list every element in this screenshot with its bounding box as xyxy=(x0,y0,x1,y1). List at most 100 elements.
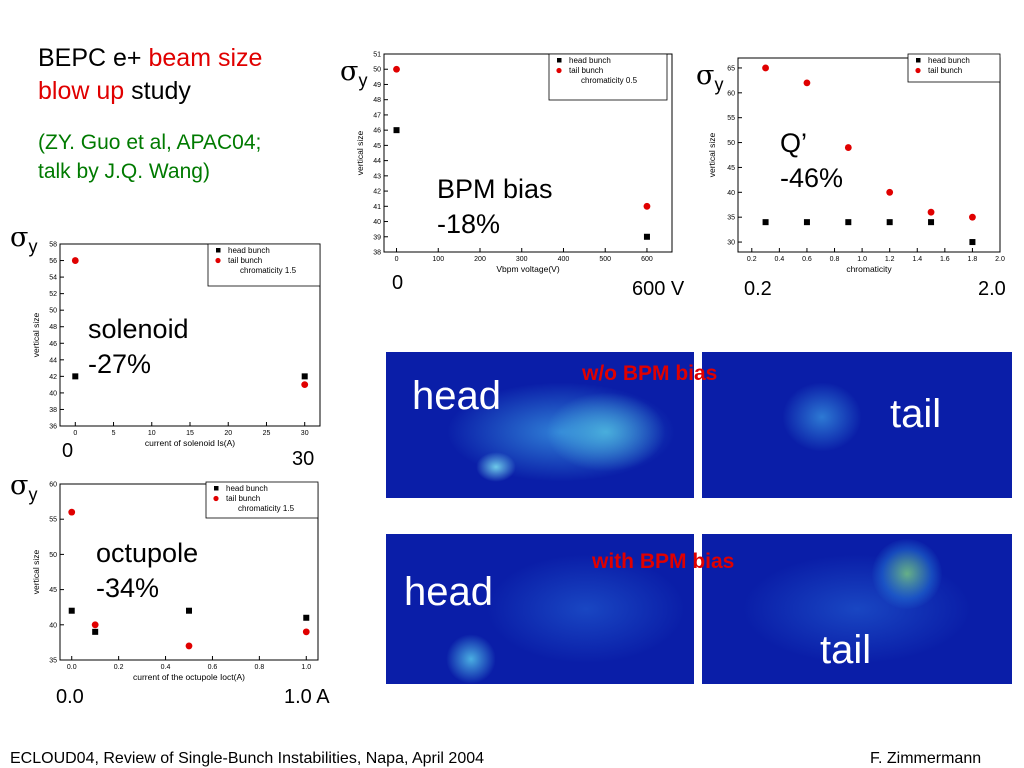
footer-right: F. Zimmermann xyxy=(870,750,982,767)
plot-frame xyxy=(59,483,319,661)
y-tick-label: 52 xyxy=(49,291,57,298)
plot-frame xyxy=(737,57,1001,253)
data-point-head xyxy=(886,219,893,226)
y-tick-label: 65 xyxy=(727,65,735,72)
y-tick-label: 54 xyxy=(49,275,57,282)
y-tick-label: 40 xyxy=(373,219,381,226)
sigma-y-label: σy xyxy=(696,60,723,95)
legend-box xyxy=(548,53,668,101)
x-tick-label: 0 xyxy=(73,430,77,437)
label-tail-bottom: tail xyxy=(820,628,872,672)
x-tick-label: 0.2 xyxy=(747,256,757,263)
y-axis-label: vertical size xyxy=(355,131,365,176)
data-point-tail xyxy=(762,64,769,72)
label-without-bpm-bias: w/o BPM bias xyxy=(582,362,718,385)
legend-marker xyxy=(916,58,921,63)
data-point-head xyxy=(803,219,810,226)
bpm-range-right: 600 V xyxy=(632,278,685,300)
legend-label: chromaticity 1.5 xyxy=(240,266,297,275)
label-head-bottom: head xyxy=(404,570,493,614)
data-point-tail xyxy=(393,65,400,73)
x-tick-label: 0.8 xyxy=(830,256,840,263)
x-tick-label: 1.0 xyxy=(301,664,311,671)
sigma-y-label: σy xyxy=(10,222,37,257)
x-tick-label: 400 xyxy=(558,256,570,263)
sigma-y-label: σy xyxy=(340,56,367,91)
chart-octupole: 0.0 0.2 0.4 0.6 0.8 1.0 35 40 45 50 55 60 current of… xyxy=(30,480,324,686)
y-tick-label: 35 xyxy=(49,658,57,665)
chart-solenoid: 0 5 10 15 20 25 30 36 38 40 42 44 46 48 50 52 54 56 58 curr… xyxy=(30,240,324,452)
y-tick-label: 35 xyxy=(727,215,735,222)
x-tick-label: 30 xyxy=(301,430,309,437)
y-tick-label: 46 xyxy=(49,341,57,348)
x-tick-label: 0.8 xyxy=(254,664,264,671)
legend-label: tail bunch xyxy=(226,494,260,503)
y-tick-label: 41 xyxy=(373,204,381,211)
x-tick-label: 1.0 xyxy=(857,256,867,263)
y-tick-label: 30 xyxy=(727,240,735,247)
legend-marker xyxy=(216,248,221,253)
legend-label: chromaticity 0.5 xyxy=(581,76,638,85)
chrom-range-right: 2.0 xyxy=(978,278,1006,300)
y-tick-label: 49 xyxy=(373,82,381,89)
y-tick-label: 42 xyxy=(373,189,381,196)
bpm-annotation-pct: -18% xyxy=(437,209,501,239)
y-tick-label: 51 xyxy=(373,52,381,59)
x-tick-label: 1.6 xyxy=(940,256,950,263)
data-point-tail xyxy=(803,79,811,87)
x-tick-label: 0.6 xyxy=(802,256,812,263)
y-axis-label: vertical size xyxy=(707,133,717,178)
y-tick-label: 38 xyxy=(373,250,381,257)
oct-range-right: 1.0 A xyxy=(284,686,330,708)
y-tick-label: 40 xyxy=(727,190,735,197)
legend-label: head bunch xyxy=(226,484,268,493)
legend-label: tail bunch xyxy=(928,66,962,75)
oct-annotation-label: octupole xyxy=(96,538,199,568)
legend-label: tail bunch xyxy=(228,256,262,265)
x-axis-label: chromaticity xyxy=(846,264,892,274)
x-tick-label: 15 xyxy=(186,430,194,437)
legend-box xyxy=(207,243,321,287)
sigma-sub: y xyxy=(28,484,38,505)
image-tail-without-bias xyxy=(702,352,1012,498)
data-point-head xyxy=(845,219,852,226)
data-point-tail xyxy=(886,188,894,196)
data-point-tail xyxy=(185,642,193,650)
y-tick-label: 50 xyxy=(49,308,57,315)
title-text: BEPC e+ xyxy=(38,44,149,72)
footer-left: ECLOUD04, Review of Single-Bunch Instabi… xyxy=(10,750,485,767)
y-tick-label: 58 xyxy=(49,242,57,249)
legend-marker xyxy=(556,67,562,74)
x-tick-label: 0.2 xyxy=(114,664,124,671)
y-tick-label: 56 xyxy=(49,258,57,265)
x-tick-label: 1.2 xyxy=(885,256,895,263)
x-tick-label: 600 xyxy=(641,256,653,263)
y-axis-label: vertical size xyxy=(31,313,41,358)
legend-marker xyxy=(915,67,921,74)
y-tick-label: 45 xyxy=(373,143,381,150)
data-point-tail xyxy=(844,144,852,151)
chrom-annotation-label: Q’ xyxy=(780,128,807,158)
sol-range-right: 30 xyxy=(292,448,315,470)
label-tail-top: tail xyxy=(890,392,942,436)
chart-chromaticity: 0.2 0.4 0.6 0.8 1.0 1.2 1.4 1.6 1.8 2.0 30 35 40 45 50… xyxy=(706,52,1010,278)
data-point-head xyxy=(969,239,976,246)
label-with-bpm-bias: with BPM bias xyxy=(592,550,735,573)
image-head-with-bias xyxy=(386,534,694,684)
legend-box xyxy=(205,481,319,519)
y-tick-label: 50 xyxy=(49,552,57,559)
x-tick-label: 100 xyxy=(432,256,444,263)
y-tick-label: 48 xyxy=(373,97,381,104)
y-tick-label: 45 xyxy=(727,165,735,172)
legend-label: head bunch xyxy=(228,246,270,255)
y-tick-label: 50 xyxy=(727,140,735,147)
x-tick-label: 1.4 xyxy=(912,256,922,263)
x-tick-label: 0.4 xyxy=(775,256,785,263)
y-tick-label: 47 xyxy=(373,112,381,119)
legend-label: tail bunch xyxy=(569,66,603,75)
image-tail-with-bias xyxy=(702,534,1012,684)
slide-title: BEPC e+ beam size blow up study xyxy=(38,42,262,108)
sigma-symbol: σ xyxy=(340,56,359,87)
oct-annotation-pct: -34% xyxy=(96,573,160,603)
y-tick-label: 55 xyxy=(727,115,735,122)
